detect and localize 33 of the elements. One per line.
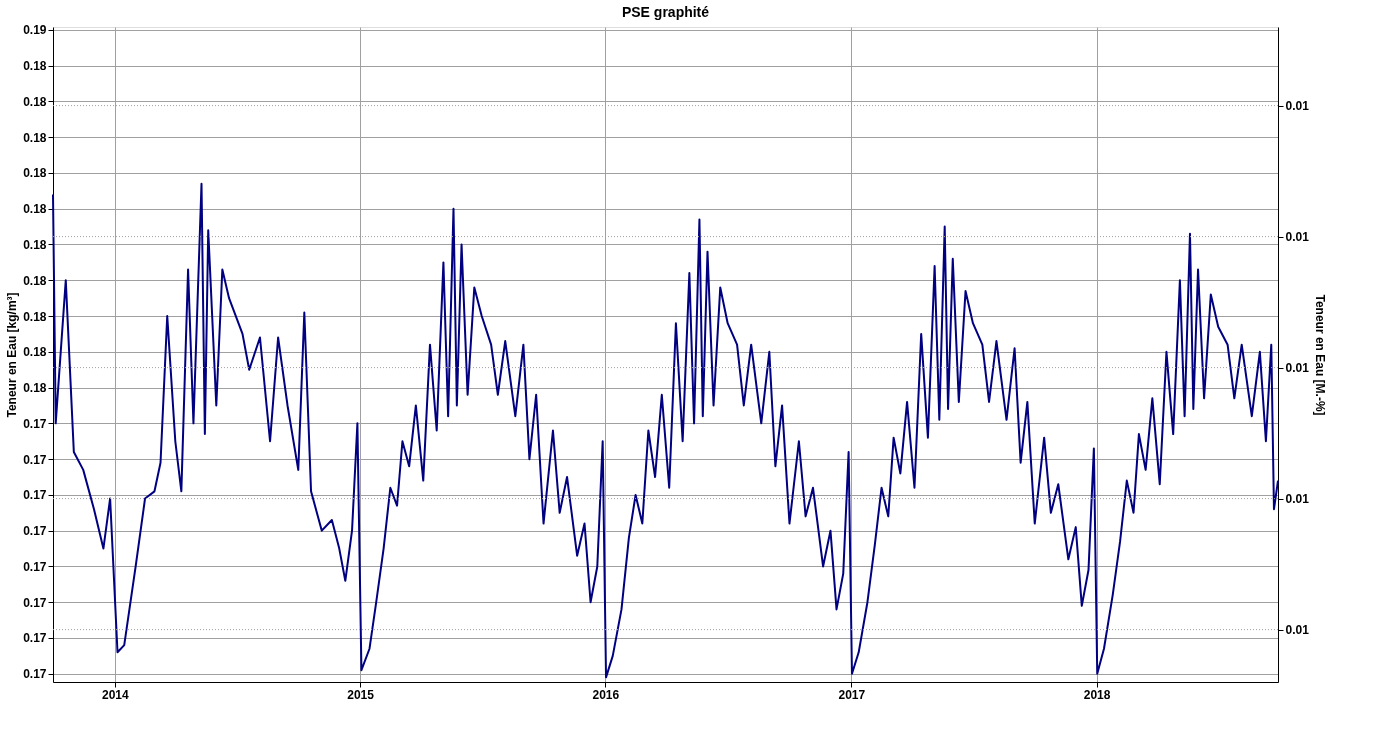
y-tick-label: 0.18 (23, 130, 47, 145)
y-tick-label: 0.18 (23, 94, 47, 109)
y-axis-title: Teneur en Eau [kg/m³] (5, 292, 20, 418)
y2-tick-label: 0.01 (1285, 230, 1310, 245)
y-tick-label: 0.18 (23, 238, 47, 252)
y-tick-label: 0.17 (23, 559, 47, 574)
y-tick-label: 0.18 (23, 381, 47, 396)
y-tick-label: 0.18 (23, 345, 47, 360)
y-tick-label: 0.18 (23, 309, 47, 324)
x-tick-label: 2014 (101, 687, 129, 702)
y-tick-label: 0.18 (23, 166, 47, 181)
x-tick-label: 2018 (1083, 687, 1111, 702)
x-tick-label: 2015 (347, 687, 375, 702)
y-tick-label: 0.17 (23, 524, 47, 539)
y2-tick-label: 0.01 (1285, 492, 1310, 507)
y-tick-label: 0.18 (23, 59, 47, 74)
y-tick-label: 0.18 (23, 273, 47, 288)
y-tick-label: 0.17 (23, 416, 47, 431)
x-tick-label: 2016 (592, 687, 620, 702)
line-series (52, 182, 1279, 679)
y2-tick-label: 0.01 (1285, 623, 1310, 638)
y2-tick-label: 0.01 (1285, 361, 1310, 376)
y-tick-label: 0.18 (23, 202, 47, 217)
x-tick-label: 2017 (838, 687, 866, 702)
y-tick-label: 0.17 (23, 667, 47, 682)
y2-tick-label: 0.01 (1285, 99, 1310, 114)
y-tick-label: 0.17 (23, 595, 47, 610)
y2-axis-title: Teneur en Eau [M.-%] (1312, 294, 1327, 416)
y-tick-label: 0.17 (23, 631, 47, 646)
y-tick-label: 0.19 (23, 23, 47, 38)
y-tick-label: 0.17 (23, 452, 47, 467)
y-tick-label: 0.17 (23, 488, 47, 503)
chart-title: PSE graphité (621, 3, 710, 20)
